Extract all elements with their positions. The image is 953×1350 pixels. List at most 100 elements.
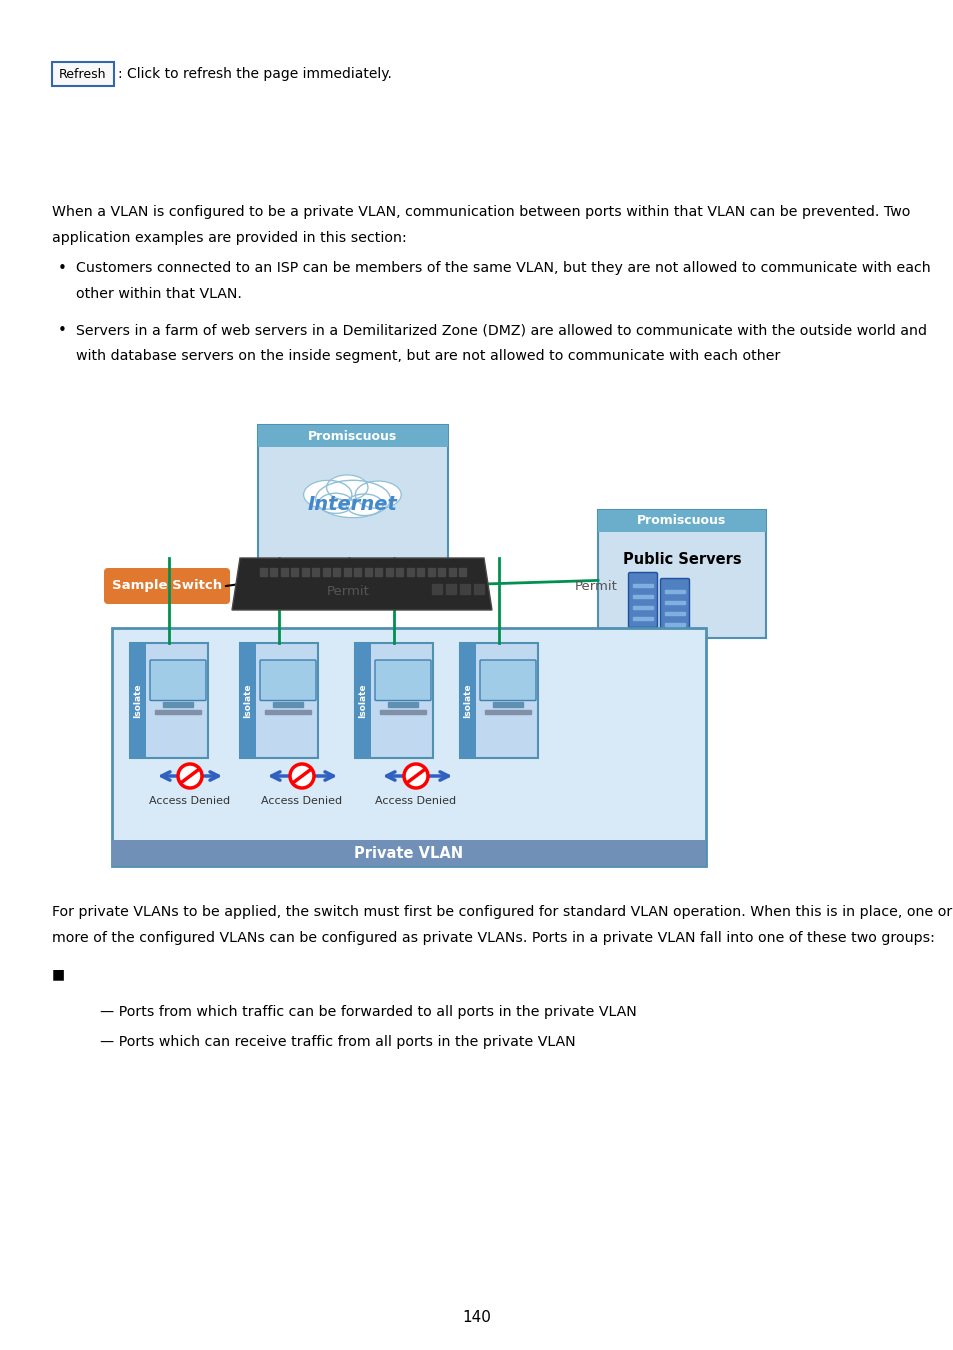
FancyBboxPatch shape [355,643,371,757]
Text: — Ports from which traffic can be forwarded to all ports in the private VLAN: — Ports from which traffic can be forwar… [100,1004,636,1019]
FancyBboxPatch shape [240,643,317,757]
Text: •: • [58,323,67,338]
Bar [396,568,403,576]
Bar [344,568,351,576]
Bar [633,585,652,587]
Bar [449,568,456,576]
Text: For private VLANs to be applied, the switch must first be configured for standar: For private VLANs to be applied, the swi… [52,904,951,919]
Bar [664,590,684,593]
Bar [438,568,445,576]
Text: Isolate: Isolate [358,683,367,718]
Ellipse shape [318,493,353,513]
Ellipse shape [303,481,352,509]
Polygon shape [232,558,492,610]
FancyBboxPatch shape [257,425,448,447]
Bar [388,702,417,706]
FancyBboxPatch shape [659,579,689,633]
Bar [633,617,652,620]
Text: Private VLAN: Private VLAN [355,845,463,860]
FancyBboxPatch shape [260,660,315,701]
FancyBboxPatch shape [459,643,537,757]
Bar [265,710,311,714]
Bar [417,568,424,576]
Ellipse shape [346,494,382,516]
Text: Refresh: Refresh [59,68,107,81]
Bar [281,568,288,576]
Bar [633,595,652,598]
Circle shape [178,764,202,788]
Bar [334,568,340,576]
FancyBboxPatch shape [112,840,705,865]
Text: Sample Switch: Sample Switch [112,579,222,593]
Text: Public Servers: Public Servers [622,552,740,567]
FancyBboxPatch shape [375,660,431,701]
Text: Isolate: Isolate [243,683,253,718]
FancyBboxPatch shape [112,628,705,865]
Text: Servers in a farm of web servers in a Demilitarized Zone (DMZ) are allowed to co: Servers in a farm of web servers in a De… [76,323,926,338]
Ellipse shape [355,481,401,509]
Bar [292,568,298,576]
Text: Customers connected to an ISP can be members of the same VLAN, but they are not : Customers connected to an ISP can be mem… [76,261,930,275]
Text: ■: ■ [52,967,65,981]
Bar [493,702,522,706]
Text: Promiscuous: Promiscuous [308,429,397,443]
FancyBboxPatch shape [598,510,765,532]
Circle shape [290,764,314,788]
FancyBboxPatch shape [104,568,230,603]
Bar [664,601,684,603]
Bar [323,568,330,576]
Text: •: • [58,261,67,275]
FancyBboxPatch shape [130,643,146,757]
Bar [313,568,319,576]
Bar [664,612,684,616]
Bar [365,568,372,576]
FancyBboxPatch shape [479,660,536,701]
Text: — Ports which can receive traffic from all ports in the private VLAN: — Ports which can receive traffic from a… [100,1035,575,1049]
FancyBboxPatch shape [257,425,448,572]
Bar [260,568,267,576]
Bar [446,585,456,594]
Bar [459,568,466,576]
Bar [407,568,414,576]
Text: Access Denied: Access Denied [261,796,342,806]
FancyBboxPatch shape [240,643,255,757]
Text: Permit: Permit [326,585,369,598]
Bar [432,585,441,594]
FancyBboxPatch shape [459,643,476,757]
FancyBboxPatch shape [598,510,765,639]
FancyBboxPatch shape [628,572,657,628]
FancyBboxPatch shape [130,643,208,757]
Bar [375,568,382,576]
Bar [474,585,483,594]
Text: When a VLAN is configured to be a private VLAN, communication between ports with: When a VLAN is configured to be a privat… [52,205,909,219]
Bar [379,710,425,714]
Text: Permit: Permit [575,579,618,593]
Text: with database servers on the inside segment, but are not allowed to communicate : with database servers on the inside segm… [76,350,780,363]
Bar [459,585,470,594]
Bar [271,568,277,576]
Text: more of the configured VLANs can be configured as private VLANs. Ports in a priv: more of the configured VLANs can be conf… [52,931,934,945]
Text: Access Denied: Access Denied [375,796,456,806]
Bar [386,568,393,576]
Text: Internet: Internet [308,494,397,513]
Ellipse shape [315,481,390,517]
Bar [273,702,302,706]
Text: Access Denied: Access Denied [150,796,231,806]
Bar [484,710,531,714]
Text: 140: 140 [462,1311,491,1326]
Text: Isolate: Isolate [133,683,142,718]
FancyBboxPatch shape [150,660,206,701]
Bar [163,702,193,706]
Text: : Click to refresh the page immediately.: : Click to refresh the page immediately. [118,68,392,81]
Text: other within that VLAN.: other within that VLAN. [76,288,242,301]
Text: Promiscuous: Promiscuous [637,514,726,528]
Bar [302,568,309,576]
Ellipse shape [326,475,368,500]
Bar [428,568,435,576]
Bar [155,710,201,714]
Text: application examples are provided in this section:: application examples are provided in thi… [52,231,406,244]
FancyBboxPatch shape [355,643,433,757]
Text: Isolate: Isolate [463,683,472,718]
FancyBboxPatch shape [52,62,113,86]
Bar [664,622,684,626]
